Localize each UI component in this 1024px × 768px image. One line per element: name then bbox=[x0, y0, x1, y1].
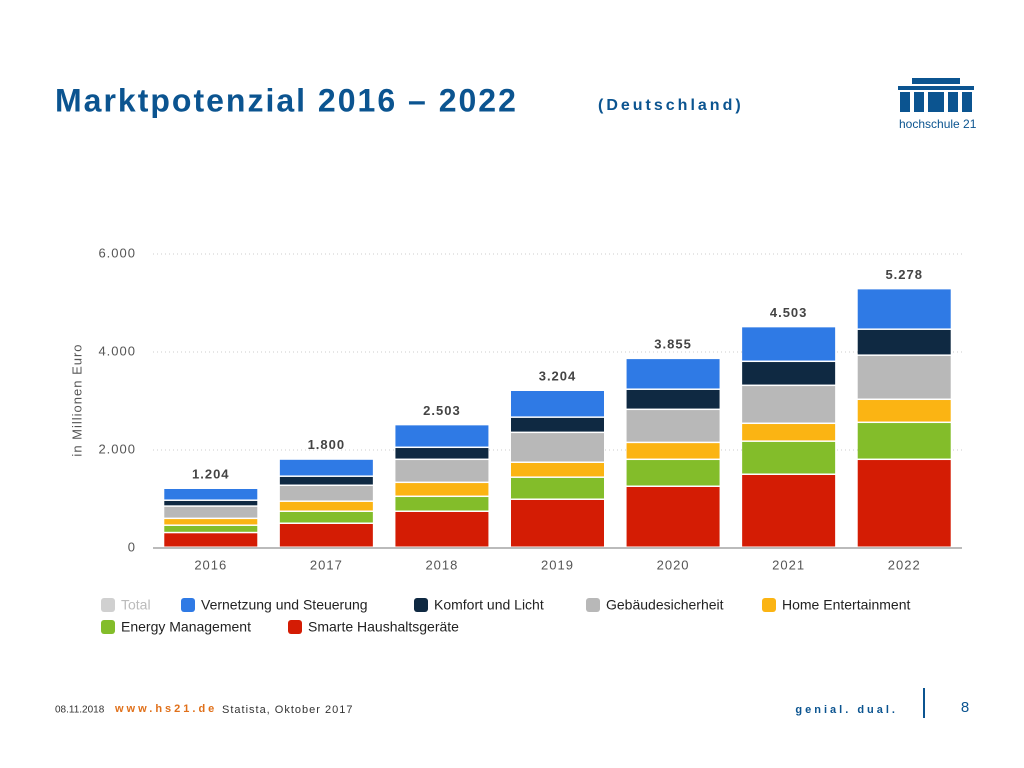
legend-label: Komfort und Licht bbox=[434, 597, 544, 613]
legend-swatch bbox=[181, 598, 195, 612]
legend-label: Total bbox=[121, 597, 151, 613]
bar-segment bbox=[164, 500, 258, 506]
total-label: 2.503 bbox=[423, 403, 461, 418]
bar-segment bbox=[742, 424, 836, 441]
bar-segment bbox=[395, 497, 489, 511]
date: 08.11.2018 bbox=[55, 705, 105, 716]
bar-segment bbox=[164, 525, 258, 532]
bar-segment bbox=[857, 423, 951, 459]
bar-segment bbox=[279, 501, 373, 511]
bar-segment bbox=[857, 460, 951, 547]
legend-swatch bbox=[586, 598, 600, 612]
website: www.hs21.de bbox=[114, 703, 217, 715]
bar-segment bbox=[164, 519, 258, 525]
bar-segment bbox=[279, 486, 373, 501]
legend-swatch bbox=[288, 620, 302, 634]
legend-label: Energy Management bbox=[121, 619, 251, 635]
bar-segment bbox=[395, 511, 489, 547]
bar-segment bbox=[626, 410, 720, 442]
bar-segment bbox=[164, 489, 258, 500]
bar-segment bbox=[279, 476, 373, 485]
legend-label: Vernetzung und Steuerung bbox=[201, 597, 368, 613]
bar-segment bbox=[164, 533, 258, 547]
x-tick-label: 2020 bbox=[657, 557, 690, 572]
y-tick-label: 4.000 bbox=[98, 343, 136, 358]
legend-swatch bbox=[101, 598, 115, 612]
bar-segment bbox=[511, 433, 604, 462]
logo-text: hochschule 21 bbox=[899, 117, 977, 131]
y-tick-label: 0 bbox=[128, 539, 136, 554]
x-tick-label: 2016 bbox=[194, 557, 227, 572]
total-label: 1.204 bbox=[192, 466, 230, 481]
total-label: 3.855 bbox=[654, 337, 692, 352]
bar-segment bbox=[857, 355, 951, 399]
bar-segment bbox=[742, 327, 836, 361]
bar-segment bbox=[626, 359, 720, 389]
legend-swatch bbox=[762, 598, 776, 612]
total-label: 5.278 bbox=[885, 267, 923, 282]
bar-segment bbox=[395, 425, 489, 447]
bar-segment bbox=[626, 389, 720, 409]
x-tick-label: 2022 bbox=[888, 557, 921, 572]
source: Statista, Oktober 2017 bbox=[222, 704, 353, 716]
y-tick-label: 2.000 bbox=[98, 441, 136, 456]
legend-swatch bbox=[414, 598, 428, 612]
bar-segment bbox=[279, 511, 373, 523]
slogan: genial. dual. bbox=[795, 704, 898, 716]
total-label: 3.204 bbox=[539, 368, 577, 383]
legend-label: Smarte Haushaltsgeräte bbox=[308, 619, 459, 635]
bar-segment bbox=[857, 329, 951, 355]
legend-label: Home Entertainment bbox=[782, 597, 911, 613]
bar-segment bbox=[626, 460, 720, 486]
slide-title: Marktpotenzial 2016 – 2022 bbox=[55, 82, 518, 118]
total-label: 1.800 bbox=[308, 437, 346, 452]
bar-segment bbox=[395, 483, 489, 496]
bar-segment bbox=[626, 486, 720, 547]
bar-segment bbox=[511, 477, 604, 499]
logo bbox=[898, 78, 974, 112]
bar-segment bbox=[279, 523, 373, 547]
bar-segment bbox=[511, 417, 604, 432]
bar-segment bbox=[857, 289, 951, 329]
y-axis-label: in Millionen Euro bbox=[69, 343, 84, 456]
legend-swatch bbox=[101, 620, 115, 634]
bar-segment bbox=[742, 362, 836, 385]
x-tick-label: 2019 bbox=[541, 557, 574, 572]
bar-segment bbox=[395, 448, 489, 459]
x-tick-label: 2021 bbox=[772, 557, 805, 572]
bar-segment bbox=[742, 441, 836, 474]
x-tick-label: 2018 bbox=[425, 557, 458, 572]
bar-segment bbox=[626, 443, 720, 459]
slide-subtitle: (Deutschland) bbox=[598, 97, 744, 114]
bar-segment bbox=[511, 499, 604, 547]
bar-segment bbox=[742, 474, 836, 547]
y-tick-label: 6.000 bbox=[98, 245, 136, 260]
legend-label: Gebäudesicherheit bbox=[606, 597, 724, 613]
bar-segment bbox=[164, 506, 258, 518]
bar-segment bbox=[511, 462, 604, 477]
bar-segment bbox=[857, 400, 951, 422]
bar-segment bbox=[279, 459, 373, 476]
bar-segment bbox=[511, 391, 604, 417]
bar-segment bbox=[742, 386, 836, 423]
total-label: 4.503 bbox=[770, 305, 808, 320]
x-tick-label: 2017 bbox=[310, 557, 343, 572]
page-number: 8 bbox=[961, 699, 969, 716]
bar-segment bbox=[395, 460, 489, 482]
